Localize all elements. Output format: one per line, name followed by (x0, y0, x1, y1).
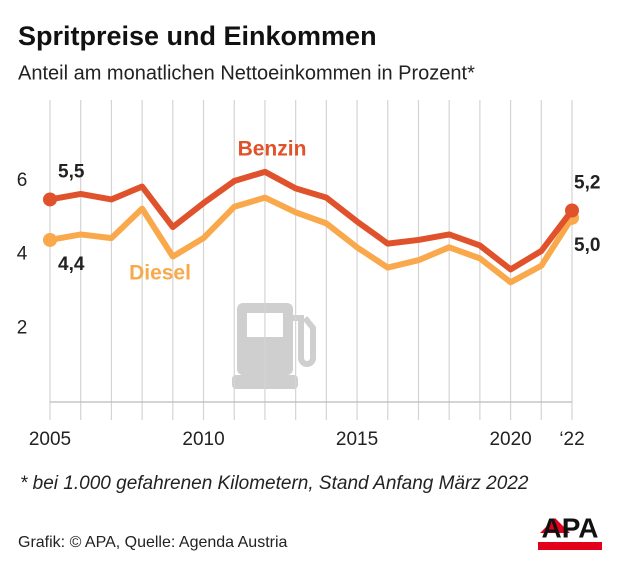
value-label: 4,4 (58, 254, 85, 275)
logo: APA (538, 512, 602, 550)
x-tick-label: 2010 (182, 429, 224, 450)
y-tick-label: 6 (17, 170, 28, 191)
fuel-icon (232, 303, 316, 389)
y-tick-label: 4 (17, 244, 28, 265)
value-label: 5,2 (574, 173, 600, 194)
chart-title: Spritpreise und Einkommen (18, 21, 377, 51)
x-tick-label: ‘22 (559, 429, 584, 450)
end-dot (565, 203, 579, 218)
logo-text: APA (541, 512, 598, 543)
value-label: 5,0 (574, 235, 600, 256)
y-tick-label: 2 (17, 317, 28, 338)
footnote: * bei 1.000 gefahrenen Kilometern, Stand… (20, 473, 529, 494)
series-label: Benzin (238, 138, 307, 161)
end-dot (43, 192, 57, 207)
value-label: 5,5 (58, 161, 85, 182)
chart-subtitle: Anteil am monatlichen Nettoeinkommen in … (18, 62, 475, 84)
line (49, 194, 575, 286)
source: Grafik: © APA, Quelle: Agenda Austria (18, 534, 288, 551)
line (49, 168, 575, 273)
x-tick-label: 2015 (336, 429, 378, 450)
x-tick-label: 2020 (489, 429, 531, 450)
x-tick-label: 2005 (29, 429, 71, 450)
end-dot (43, 232, 57, 247)
series-label: Diesel (129, 262, 191, 285)
